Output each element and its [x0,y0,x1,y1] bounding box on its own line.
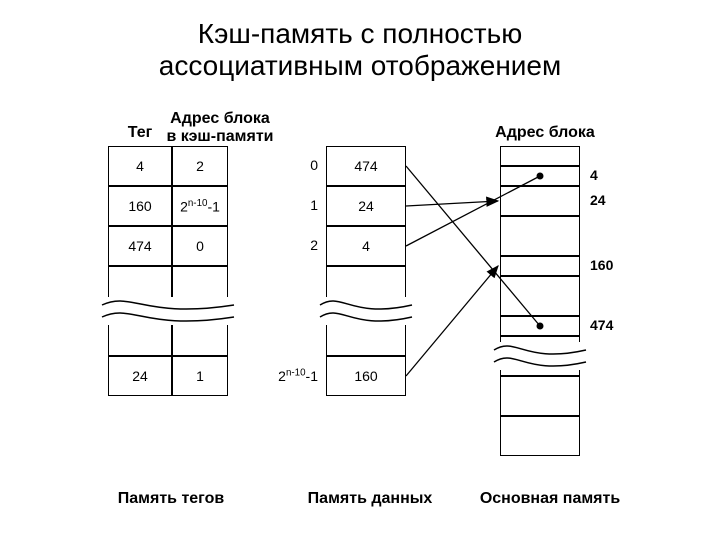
main-slot-1 [500,166,580,186]
main-label-6: 474 [590,317,613,333]
main-bottom-0 [500,376,580,416]
data-index-2: 2 [286,237,318,253]
data-row-2: 4 [326,226,406,266]
title-line1: Кэш-память с полностью [198,18,522,49]
main-slot-3 [500,216,580,256]
data-index-1: 1 [286,197,318,213]
data-row-1: 24 [326,186,406,226]
tag-gap-col2 [172,266,228,356]
tag-cell-addr-2: 0 [172,226,228,266]
data-index-last: 2n-10-1 [256,367,318,384]
main-slot-5 [500,276,580,316]
main-slot-0 [500,146,580,166]
data-index-0: 0 [286,157,318,173]
main-caption: Основная память [475,490,625,508]
tag-cell-addr-0: 2 [172,146,228,186]
tag-cell-addr-1: 2n-10-1 [172,186,228,226]
main-bottom-1 [500,416,580,456]
main-label-2: 24 [590,192,606,208]
title-line2: ассоциативным отображением [159,50,562,81]
main-gap [500,336,580,376]
data-gap [326,266,406,356]
main-addr-header: Адрес блока [490,124,600,142]
tag-caption: Память тегов [96,490,246,508]
main-slot-2 [500,186,580,216]
cache-addr-header: Адрес блока в кэш-памяти [160,110,280,145]
data-caption: Память данных [300,490,440,508]
tag-cell-tag-1: 160 [108,186,172,226]
main-slot-6 [500,316,580,336]
tag-cell-addr-last: 1 [172,356,228,396]
tag-cell-tag-2: 474 [108,226,172,266]
page-title: Кэш-память с полностью ассоциативным ото… [0,18,720,82]
mapping-line-1 [406,201,498,206]
data-last: 160 [326,356,406,396]
tag-cell-tag-0: 4 [108,146,172,186]
main-slot-4 [500,256,580,276]
mapping-line-3 [406,266,498,376]
main-label-1: 4 [590,167,598,183]
data-row-0: 474 [326,146,406,186]
main-label-4: 160 [590,257,613,273]
tag-gap-col1 [108,266,172,356]
tag-cell-tag-last: 24 [108,356,172,396]
